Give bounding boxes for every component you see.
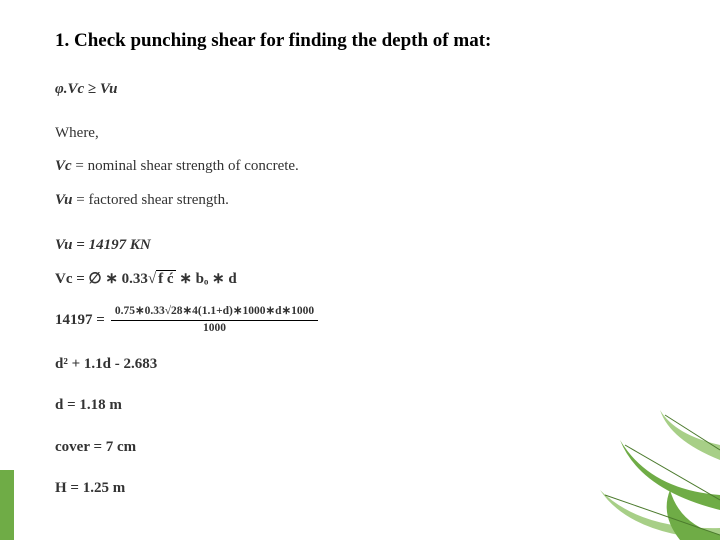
vc-sym: Vc (55, 158, 72, 174)
left-accent-bar (0, 470, 14, 540)
eq1-lhs: φ.Vc (55, 81, 84, 97)
comp-den: 1000 (111, 320, 318, 336)
comp-num: 0.75∗0.33√28∗4(1.1+d)∗1000∗d∗1000 (111, 305, 318, 320)
comp-lhs: 14197 = (55, 305, 105, 337)
vc-formula-suffix: ∗ bₒ ∗ d (176, 271, 237, 287)
slide: 1. Check punching shear for finding the … (0, 0, 720, 540)
vc-formula-prefix: Vc = ∅ ∗ 0.33 (55, 271, 148, 287)
vu-def: = factored shear strength. (73, 192, 229, 208)
eq1-rhs: Vu (100, 81, 118, 97)
where-label: Where, (55, 118, 675, 150)
vu-sym: Vu (55, 192, 73, 208)
fraction: 0.75∗0.33√28∗4(1.1+d)∗1000∗d∗1000 1000 (111, 305, 318, 336)
h-line: H = 1.25 m (55, 473, 675, 505)
vc-formula-sqrt: f ć (156, 270, 175, 287)
vu-value: Vu = 14197 KN (55, 230, 675, 262)
d-result: d = 1.18 m (55, 390, 675, 422)
sqrt-icon: f ć (148, 264, 176, 296)
cover-line: cover = 7 cm (55, 432, 675, 464)
eq1-op: ≥ (88, 81, 96, 97)
quadratic-line: d² + 1.1d - 2.683 (55, 349, 675, 381)
vc-def: = nominal shear strength of concrete. (72, 158, 299, 174)
vc-formula: Vc = ∅ ∗ 0.33 f ć ∗ bₒ ∗ d (55, 264, 675, 296)
slide-title: 1. Check punching shear for finding the … (55, 30, 675, 52)
computation-line: 14197 = 0.75∗0.33√28∗4(1.1+d)∗1000∗d∗100… (55, 305, 675, 337)
vu-def-line: Vu = factored shear strength. (55, 185, 675, 217)
vc-def-line: Vc = nominal shear strength of concrete. (55, 151, 675, 183)
content-block: φ.Vc ≥ Vu Where, Vc = nominal shear stre… (55, 74, 675, 505)
eq-phi-vc: φ.Vc ≥ Vu (55, 74, 675, 106)
